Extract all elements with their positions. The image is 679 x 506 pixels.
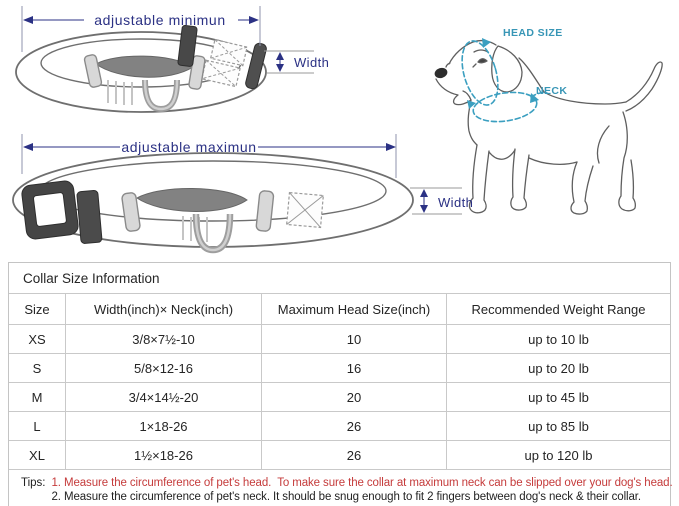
cell-size: M <box>31 389 43 405</box>
cell-weight: up to 20 lb <box>446 354 670 382</box>
tips-lines: 1. Measure the circumference of pet's he… <box>52 476 673 504</box>
tip-2: 2. Measure the circumference of pet's ne… <box>51 491 642 503</box>
dog-outline-icon <box>434 39 663 215</box>
dog-measurement-diagram: HEAD SIZE NECK <box>434 27 663 215</box>
cell-size: XS <box>28 331 46 347</box>
neck-loop-icon <box>472 91 538 123</box>
tip-1: 1. Measure the circumference of pet's he… <box>51 477 673 489</box>
tips-label: Tips: <box>21 477 46 489</box>
collar-max-diagram: adjustable maximun Width <box>12 134 473 254</box>
max-width-dimension-icon <box>410 187 462 215</box>
col-header-weight: Recommended Weight Range <box>446 294 670 324</box>
table-title: Collar Size Information <box>23 270 160 286</box>
collar-min-diagram: adjustable minimun Width <box>15 6 329 113</box>
cell-weight: up to 120 lb <box>446 441 670 469</box>
measurement-loops <box>461 38 548 123</box>
table-row: L 1×18-26 26 up to 85 lb <box>9 411 670 440</box>
width-max-label: Width <box>438 195 473 210</box>
table-header-row: Size Width(inch)× Neck(inch) Maximum Hea… <box>9 293 670 324</box>
collar-max-drawing-icon <box>12 152 414 254</box>
tips-section: Tips: 1. Measure the circumference of pe… <box>9 469 673 506</box>
min-dimension-icon <box>21 6 261 52</box>
collar-min-drawing-icon <box>15 25 267 113</box>
cell-width-neck: 1½×18-26 <box>65 441 261 469</box>
min-width-dimension-icon <box>264 50 314 74</box>
head-size-loop-icon <box>461 40 499 106</box>
cell-width-neck: 1×18-26 <box>65 412 261 440</box>
cell-weight: up to 85 lb <box>446 412 670 440</box>
cell-max-head: 26 <box>261 441 446 469</box>
neck-label: NECK <box>536 85 567 97</box>
cell-size: L <box>33 418 41 434</box>
cell-max-head: 16 <box>261 354 446 382</box>
cell-width-neck: 5/8×12-16 <box>65 354 261 382</box>
size-table: Collar Size Information Size Width(inch)… <box>8 262 673 506</box>
col-header-max-head: Maximum Head Size(inch) <box>261 294 446 324</box>
cell-size: S <box>32 360 42 376</box>
table-row: XL 1½×18-26 26 up to 120 lb <box>9 440 670 469</box>
head-size-label: HEAD SIZE <box>503 27 563 39</box>
cell-weight: up to 45 lb <box>446 383 670 411</box>
cell-width-neck: 3/8×7½-10 <box>65 325 261 353</box>
table-row: XS 3/8×7½-10 10 up to 10 lb <box>9 324 670 353</box>
cell-width-neck: 3/4×14½-20 <box>65 383 261 411</box>
col-header-size: Size <box>24 301 50 317</box>
cell-max-head: 10 <box>261 325 446 353</box>
cell-size: XL <box>29 447 45 463</box>
cell-weight: up to 10 lb <box>446 325 670 353</box>
cell-max-head: 20 <box>261 383 446 411</box>
cell-max-head: 26 <box>261 412 446 440</box>
max-dimension-icon <box>21 134 397 178</box>
table-row: M 3/4×14½-20 20 up to 45 lb <box>9 382 670 411</box>
col-header-width-neck: Width(inch)× Neck(inch) <box>65 294 261 324</box>
adjustable-min-label: adjustable minimun <box>94 12 225 28</box>
adjustable-max-label: adjustable maximun <box>121 139 256 155</box>
width-min-label: Width <box>294 55 329 70</box>
table-row: S 5/8×12-16 16 up to 20 lb <box>9 353 670 382</box>
